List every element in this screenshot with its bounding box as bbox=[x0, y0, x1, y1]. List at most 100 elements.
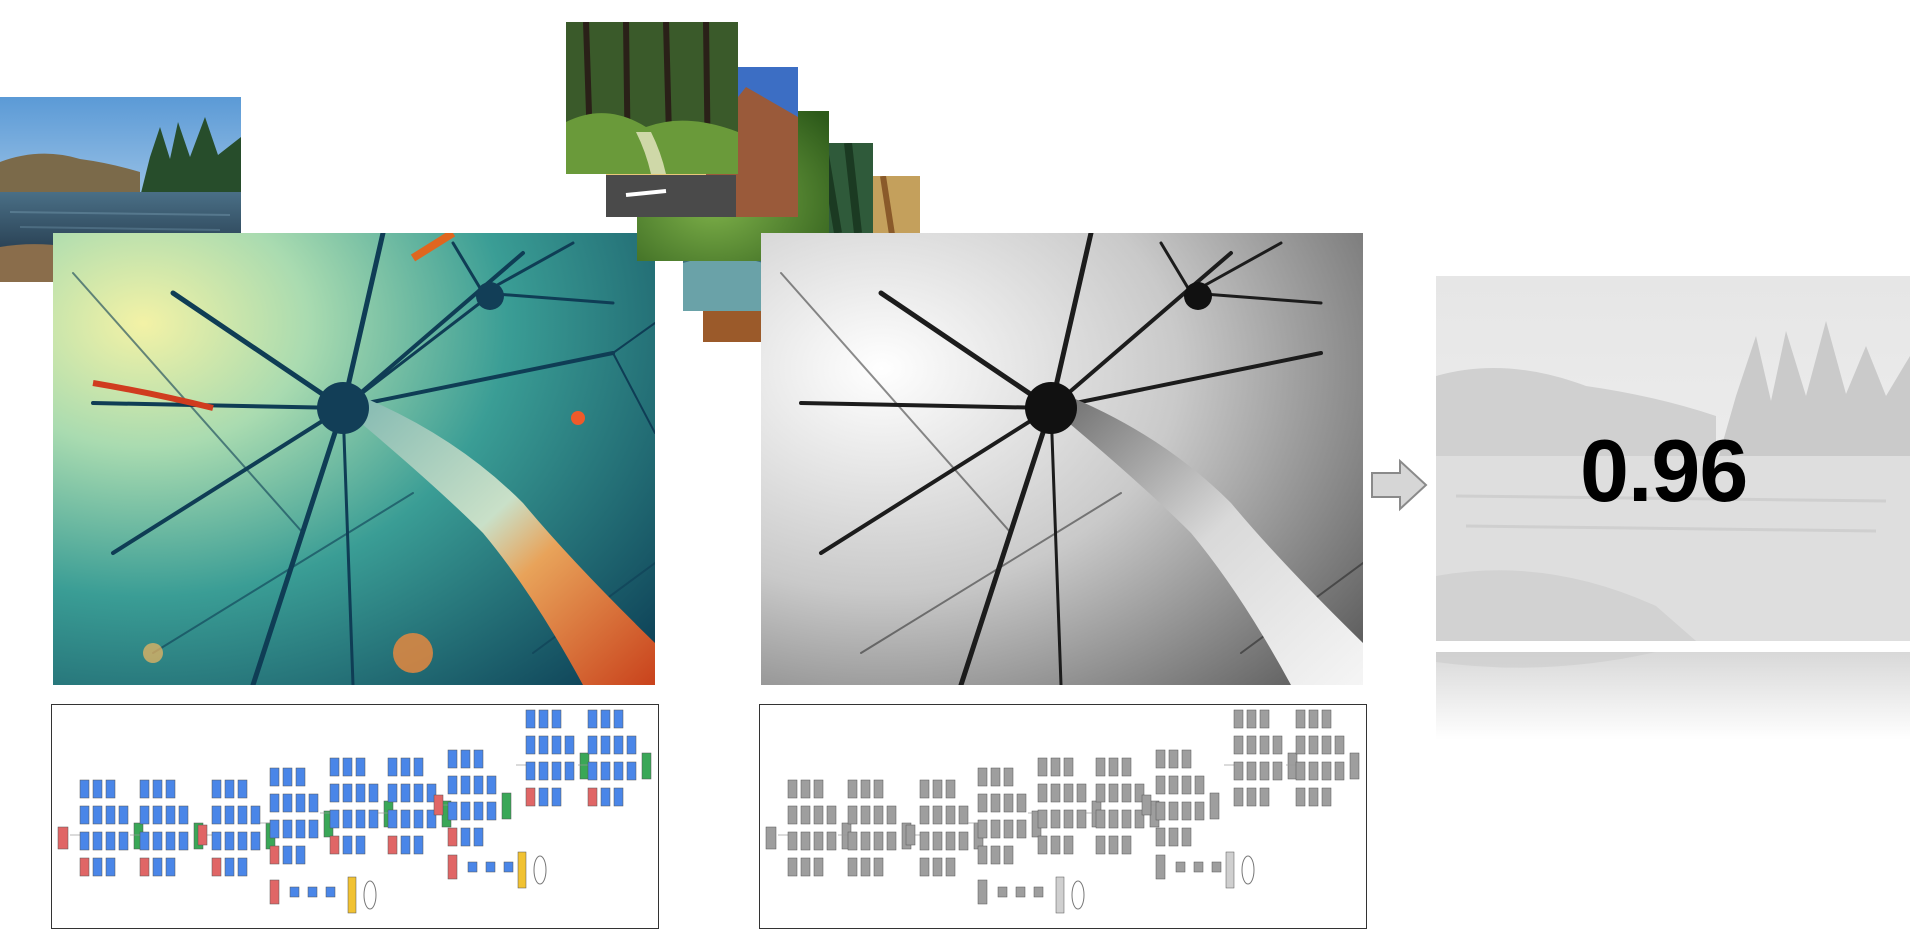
conv-block bbox=[92, 857, 103, 877]
confidence-score: 0.96 bbox=[1580, 421, 1748, 520]
conv-block bbox=[152, 857, 163, 877]
conv-block bbox=[813, 805, 824, 825]
conv-block bbox=[919, 831, 930, 851]
conv-block bbox=[1233, 735, 1244, 755]
concat-block bbox=[1209, 792, 1220, 820]
conv-block bbox=[224, 779, 235, 799]
conv-block bbox=[237, 779, 248, 799]
pool-block bbox=[905, 824, 916, 846]
conv-block bbox=[1063, 835, 1074, 855]
conv-block bbox=[787, 779, 798, 799]
conv-block bbox=[269, 845, 280, 865]
conv-block bbox=[460, 749, 471, 769]
aux-conv-block bbox=[467, 861, 478, 873]
conv-block bbox=[1334, 761, 1345, 781]
conv-block bbox=[860, 831, 871, 851]
conv-block bbox=[329, 757, 340, 777]
conv-block bbox=[1246, 735, 1257, 755]
conv-block bbox=[447, 827, 458, 847]
conv-block bbox=[1181, 775, 1192, 795]
conv-block bbox=[211, 857, 222, 877]
conv-block bbox=[1259, 787, 1270, 807]
conv-block bbox=[250, 805, 261, 825]
conv-block bbox=[342, 783, 353, 803]
conv-block bbox=[139, 831, 150, 851]
conv-block bbox=[413, 835, 424, 855]
conv-block bbox=[1246, 761, 1257, 781]
conv-block bbox=[178, 831, 189, 851]
conv-block bbox=[329, 809, 340, 829]
output-node bbox=[1241, 855, 1255, 885]
conv-block bbox=[1295, 735, 1306, 755]
conv-block bbox=[945, 805, 956, 825]
conv-block bbox=[600, 709, 611, 729]
conv-block bbox=[237, 831, 248, 851]
conv-block bbox=[105, 805, 116, 825]
pool-block bbox=[197, 824, 208, 846]
conv-block bbox=[447, 801, 458, 821]
conv-block bbox=[1233, 761, 1244, 781]
conv-block bbox=[387, 835, 398, 855]
conv-block bbox=[787, 805, 798, 825]
conv-block bbox=[282, 793, 293, 813]
conv-block bbox=[813, 857, 824, 877]
conv-block bbox=[1037, 809, 1048, 829]
conv-block bbox=[152, 831, 163, 851]
conv-block bbox=[1095, 809, 1106, 829]
conv-block bbox=[525, 787, 536, 807]
conv-block bbox=[990, 845, 1001, 865]
conv-block bbox=[800, 805, 811, 825]
conv-block bbox=[308, 793, 319, 813]
conv-block bbox=[613, 709, 624, 729]
conv-block bbox=[1121, 783, 1132, 803]
conv-block bbox=[1134, 809, 1145, 829]
conv-block bbox=[860, 779, 871, 799]
conv-block bbox=[460, 801, 471, 821]
conv-block bbox=[800, 779, 811, 799]
conv-block bbox=[873, 779, 884, 799]
conv-block bbox=[1259, 709, 1270, 729]
conv-block bbox=[1121, 757, 1132, 777]
conv-block bbox=[1321, 761, 1332, 781]
conv-block bbox=[613, 787, 624, 807]
nature-photo-1 bbox=[566, 22, 738, 174]
conv-block bbox=[977, 819, 988, 839]
conv-block bbox=[873, 857, 884, 877]
conv-block bbox=[826, 831, 837, 851]
neuron-image-color bbox=[53, 233, 655, 685]
conv-block bbox=[1181, 801, 1192, 821]
softmax-block bbox=[517, 851, 527, 889]
conv-block bbox=[613, 761, 624, 781]
conv-block bbox=[1194, 801, 1205, 821]
conv-block bbox=[400, 757, 411, 777]
aux-conv-block bbox=[325, 886, 336, 898]
conv-block bbox=[932, 857, 943, 877]
conv-block bbox=[587, 761, 598, 781]
conv-block bbox=[977, 845, 988, 865]
conv-block bbox=[211, 805, 222, 825]
conv-block bbox=[178, 805, 189, 825]
conv-block bbox=[282, 767, 293, 787]
conv-block bbox=[237, 857, 248, 877]
conv-block bbox=[413, 757, 424, 777]
conv-block bbox=[1155, 749, 1166, 769]
conv-block bbox=[295, 819, 306, 839]
conv-block bbox=[1321, 709, 1332, 729]
conv-block bbox=[473, 749, 484, 769]
conv-block bbox=[79, 857, 90, 877]
conv-block bbox=[1037, 835, 1048, 855]
conv-block bbox=[413, 783, 424, 803]
conv-block bbox=[211, 831, 222, 851]
conv-block bbox=[342, 809, 353, 829]
conv-block bbox=[600, 761, 611, 781]
conv-block bbox=[1259, 761, 1270, 781]
aux-conv-block bbox=[1033, 886, 1044, 898]
conv-block bbox=[525, 735, 536, 755]
conv-block bbox=[1003, 793, 1014, 813]
conv-block bbox=[224, 805, 235, 825]
conv-block bbox=[282, 819, 293, 839]
aux-conv-block bbox=[485, 861, 496, 873]
conv-block bbox=[355, 835, 366, 855]
conv-block bbox=[1037, 757, 1048, 777]
conv-block bbox=[1108, 809, 1119, 829]
